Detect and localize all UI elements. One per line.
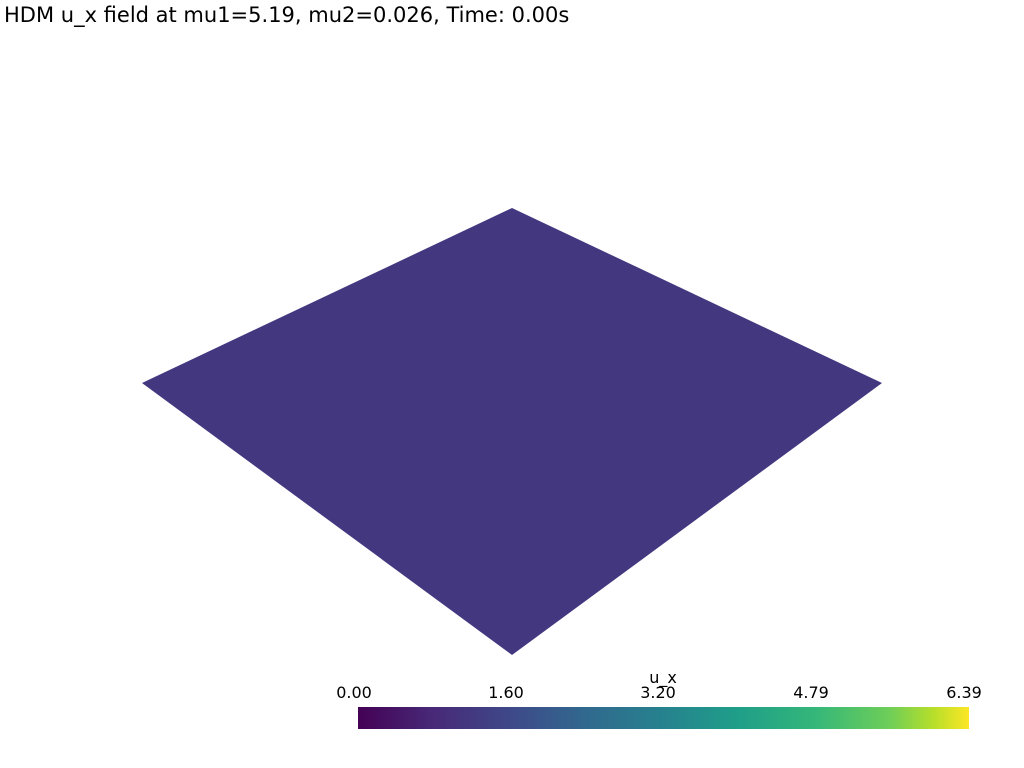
scalar-bar: u_x 0.00 1.60 3.20 4.79 6.39 <box>336 668 988 734</box>
scalar-bar-tick-label: 6.39 <box>946 683 982 702</box>
colormap-ramp <box>358 707 969 729</box>
scalar-bar-tick-label: 4.79 <box>793 683 829 702</box>
scalar-bar-tick-label: 3.20 <box>640 683 676 702</box>
scalar-bar-title: u_x <box>649 668 677 687</box>
mesh-surface[interactable] <box>142 208 882 655</box>
scalar-bar-tick-label: 0.00 <box>336 683 372 702</box>
scalar-bar-tick-label: 1.60 <box>488 683 524 702</box>
plot-title: HDM u_x field at mu1=5.19, mu2=0.026, Ti… <box>4 3 570 27</box>
